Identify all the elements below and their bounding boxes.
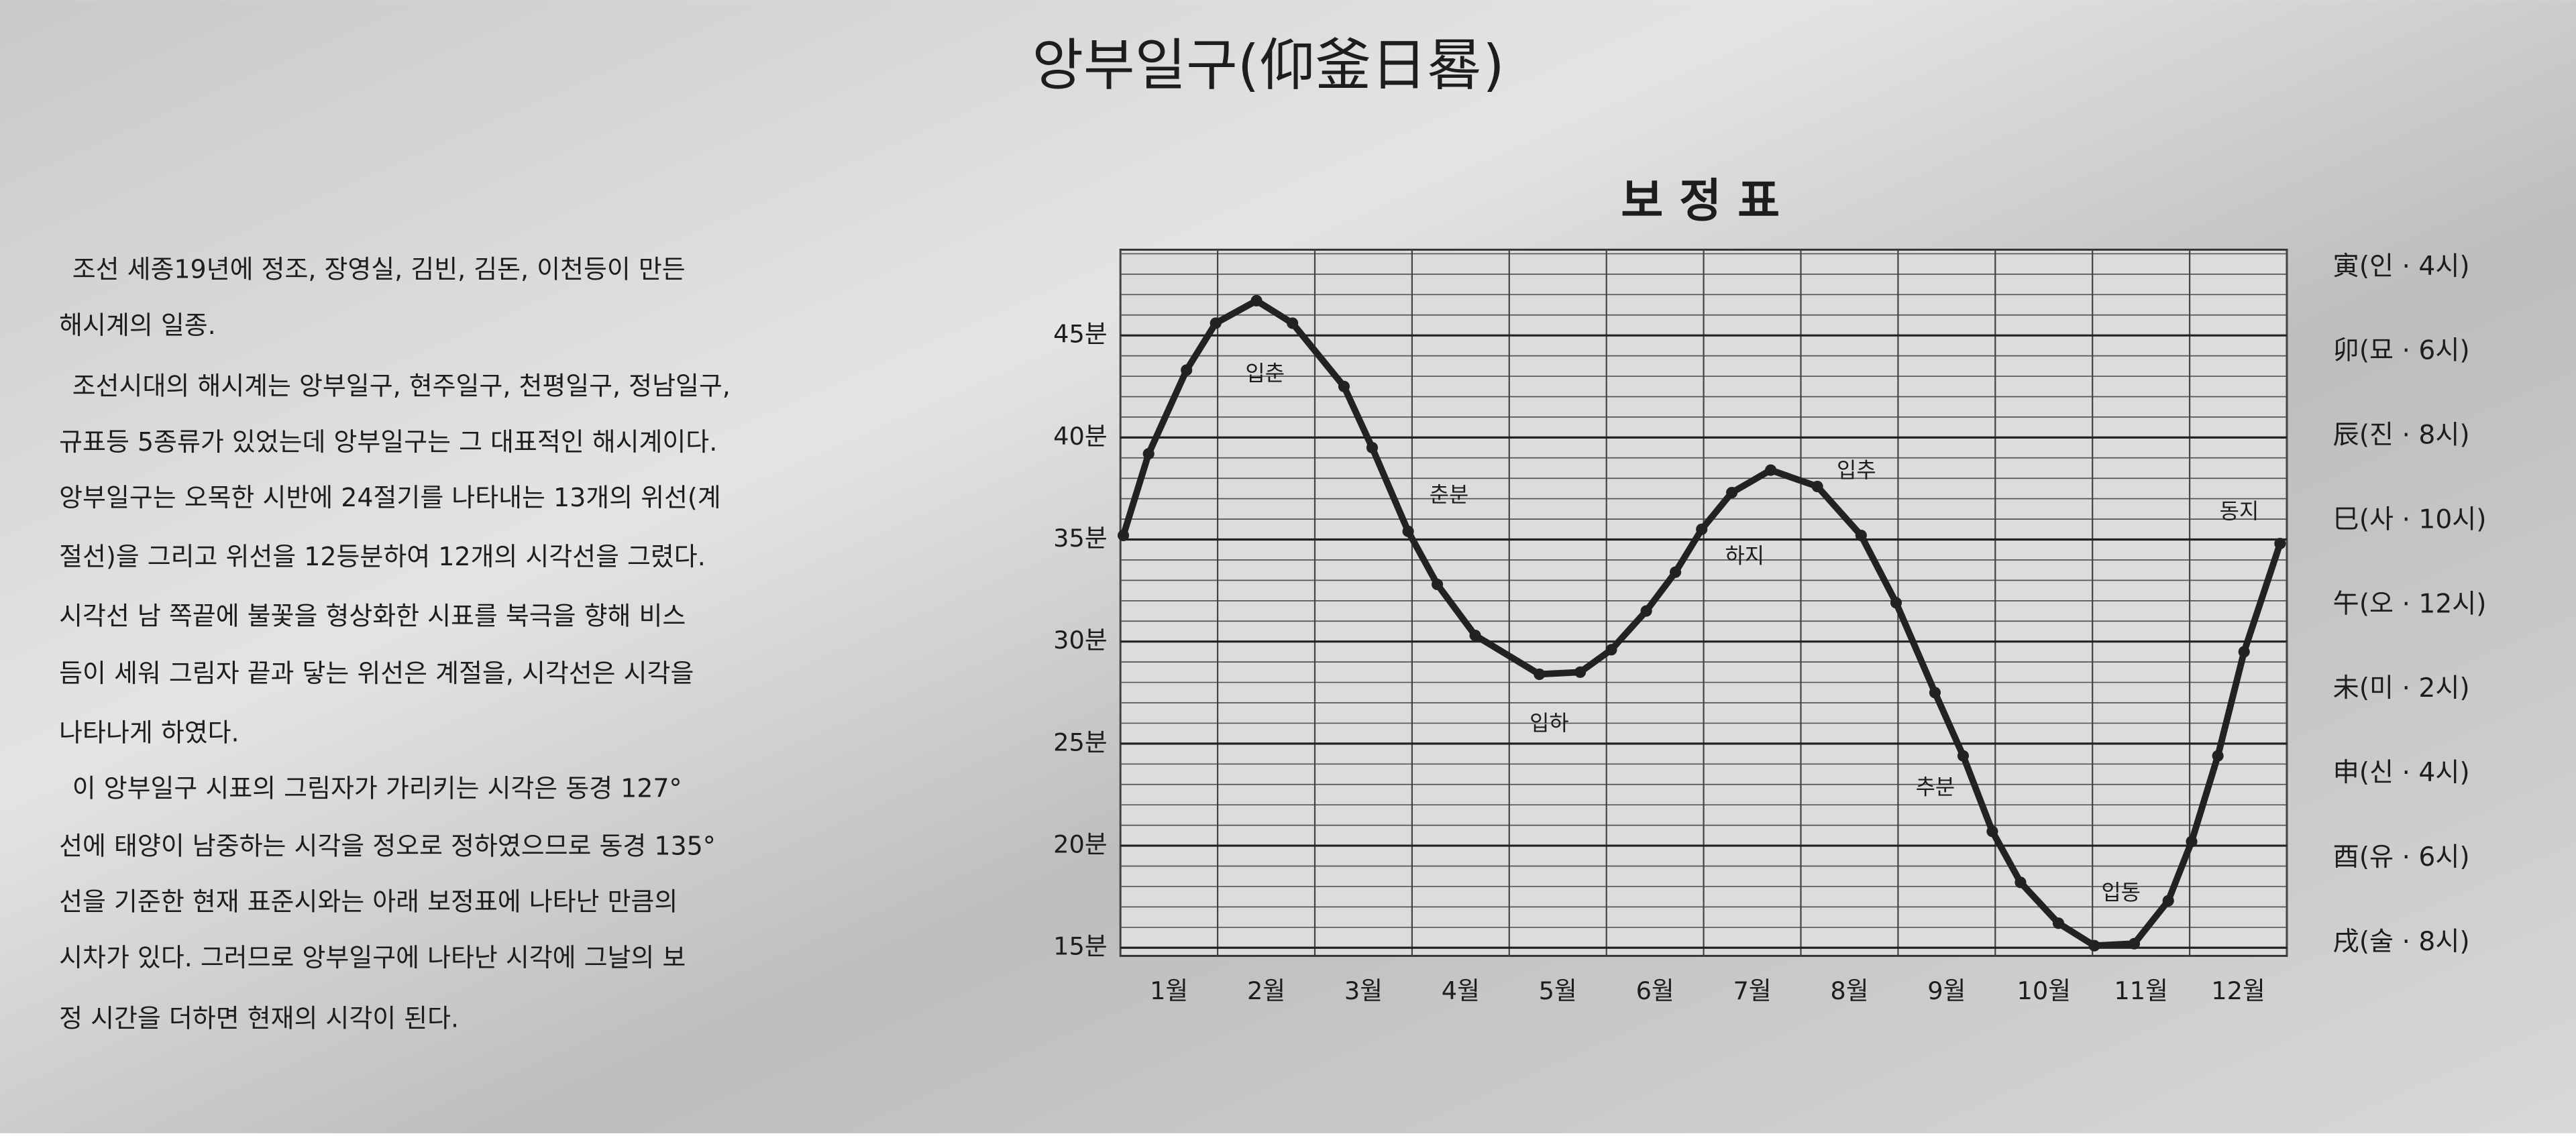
point	[1765, 464, 1777, 476]
x-tick-label: 10월	[2017, 976, 2071, 1005]
point	[1890, 597, 1902, 609]
x-tick-label: 7월	[1733, 976, 1771, 1005]
point	[1142, 448, 1155, 460]
annotation: 입동	[2101, 879, 2141, 905]
point	[1210, 317, 1222, 329]
body-text: 정 시간을 더하면 현재의 시각이 된다.	[59, 1003, 459, 1033]
hour-label: 未(미 · 2시)	[2333, 673, 2470, 703]
body-text: 나타나게 하였다.	[59, 718, 239, 747]
point	[1432, 578, 1444, 591]
x-tick-label: 3월	[1344, 976, 1383, 1005]
x-tick-label: 9월	[1927, 976, 1966, 1005]
point	[1640, 605, 1652, 617]
point	[2052, 917, 2065, 929]
point	[1366, 441, 1379, 454]
body-text: 시차가 있다. 그러므로 앙부일구에 나타난 시각에 그날의 보	[59, 943, 686, 972]
point	[1605, 644, 1617, 656]
body-text: 앙부일구는 오목한 시반에 24절기를 나타내는 13개의 위선(계	[59, 483, 720, 512]
y-tick-label: 45분	[1053, 320, 1108, 349]
hour-label: 戌(술 · 8시)	[2333, 927, 2470, 957]
point	[1117, 529, 1130, 542]
annotation: 춘분	[1430, 482, 1469, 508]
point	[1696, 523, 1708, 535]
hour-label: 酉(유 · 6시)	[2333, 842, 2470, 872]
y-tick-label: 40분	[1053, 422, 1108, 451]
point	[1811, 480, 1823, 492]
annotation: 추분	[1916, 775, 1955, 800]
point	[1726, 486, 1738, 499]
point	[1670, 566, 1682, 578]
point	[1855, 529, 1867, 542]
chart-title: 보 정 표	[1621, 174, 1780, 228]
x-tick-label: 12월	[2211, 976, 2265, 1005]
point	[1574, 666, 1587, 678]
body-text: 선을 기준한 현재 표준시와는 아래 보정표에 나타난 만큼의	[59, 887, 678, 917]
body-text: 선에 태양이 남중하는 시각을 정오로 정하였으므로 동경 135°	[59, 831, 716, 860]
x-tick-label: 2월	[1247, 976, 1285, 1005]
point	[1986, 826, 1998, 838]
hour-label: 卯(묘 · 6시)	[2333, 336, 2470, 366]
x-tick-label: 4월	[1442, 976, 1480, 1005]
y-tick-label: 30분	[1053, 626, 1108, 655]
annotation: 동지	[2220, 498, 2259, 524]
point	[1287, 317, 1299, 329]
hour-label: 午(오 · 12시)	[2333, 589, 2487, 619]
point	[2128, 938, 2141, 950]
point	[2238, 646, 2250, 658]
point	[2088, 940, 2100, 952]
point	[2162, 895, 2174, 907]
body-text: 규표등 5종류가 있었는데 앙부일구는 그 대표적인 해시계이다.	[59, 427, 717, 457]
annotation: 입춘	[1245, 360, 1285, 386]
hour-label: 申(신 · 4시)	[2333, 758, 2470, 788]
annotation: 하지	[1725, 543, 1765, 568]
body-text: 이 앙부일구 시표의 그림자가 가리키는 시각은 동경 127°	[72, 774, 682, 803]
point	[1534, 668, 1546, 680]
y-tick-label: 20분	[1053, 830, 1108, 859]
x-tick-label: 8월	[1830, 976, 1868, 1005]
point	[1181, 364, 1193, 376]
body-text: 조선시대의 해시계는 앙부일구, 현주일구, 천평일구, 정남일구,	[72, 372, 731, 401]
body-text: 해시계의 일종.	[59, 310, 216, 340]
point	[1469, 630, 1481, 642]
point	[1338, 380, 1350, 392]
hour-label: 辰(진 · 8시)	[2333, 420, 2470, 451]
point	[2186, 836, 2198, 848]
point	[1250, 294, 1263, 307]
point	[1402, 525, 1414, 537]
y-tick-label: 15분	[1053, 932, 1108, 961]
body-text: 시각선 남 쪽끝에 불꽃을 형상화한 시표를 북극을 향해 비스	[59, 601, 686, 630]
hour-label: 巳(사 · 10시)	[2333, 504, 2487, 534]
x-tick-label: 5월	[1539, 976, 1577, 1005]
x-tick-label: 1월	[1150, 976, 1188, 1005]
annotation: 입추	[1837, 457, 1876, 483]
annotation: 입하	[1529, 710, 1569, 736]
body-text: 조선 세종19년에 정조, 장영실, 김빈, 김돈, 이천등이 만든	[72, 255, 686, 284]
curve	[1120, 296, 2284, 950]
point	[2274, 538, 2286, 550]
point	[2015, 876, 2027, 889]
x-tick-label: 11월	[2114, 976, 2168, 1005]
y-tick-label: 25분	[1053, 728, 1108, 756]
point	[1957, 750, 1970, 762]
title: 앙부일구(仰釜日晷)	[1032, 33, 1504, 98]
point	[1929, 687, 1941, 699]
body-text: 듬이 세워 그림자 끝과 닿는 위선은 계절을, 시각선은 시각을	[59, 659, 694, 688]
body-text: 절선)을 그리고 위선을 12등분하여 12개의 시각선을 그렸다.	[59, 542, 706, 571]
hour-label: 寅(인 · 4시)	[2333, 251, 2470, 282]
y-tick-label: 35분	[1053, 524, 1108, 553]
point	[2212, 750, 2224, 762]
x-tick-label: 6월	[1636, 976, 1674, 1005]
